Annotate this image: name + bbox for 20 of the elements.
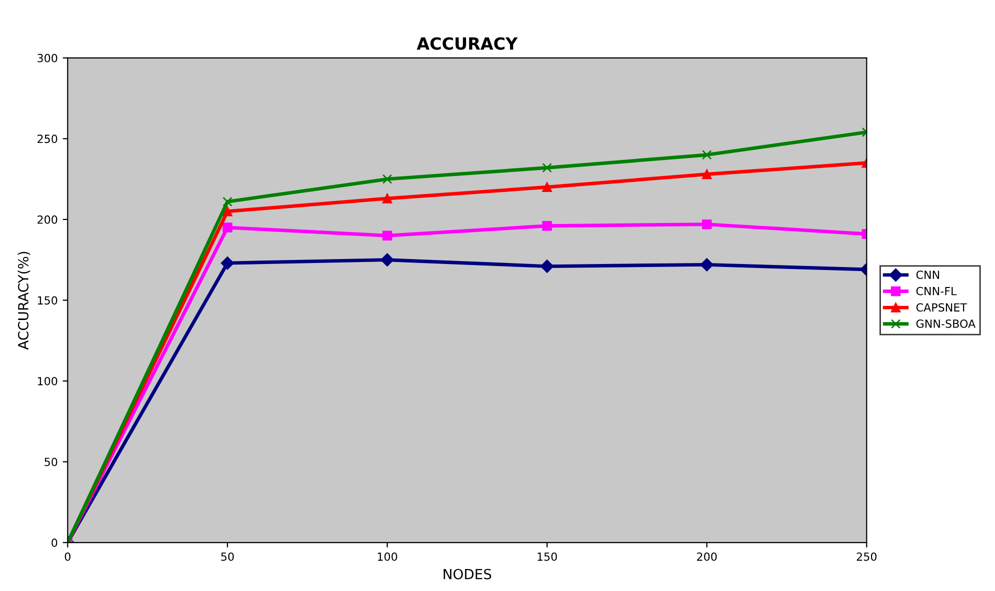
legend-label: CNN-FL <box>916 286 957 296</box>
x-axis-title: NODES <box>444 568 492 580</box>
y-tick-label: 300 <box>38 54 58 62</box>
x-tick-label: 50 <box>221 552 234 561</box>
y-tick-label: 50 <box>44 458 58 466</box>
y-tick-label: 150 <box>38 296 58 305</box>
chart-title: ACCURACY <box>416 37 518 50</box>
legend-label: CNN <box>916 270 940 279</box>
y-tick-label: 250 <box>38 134 58 144</box>
y-tick-label: 0 <box>52 538 58 547</box>
y-axis-title: ACCURACY(%) <box>18 252 30 350</box>
legend-label: CAPSNET <box>916 303 968 312</box>
x-tick-label: 100 <box>378 552 398 561</box>
legend-label: GNN-SBOA <box>916 320 976 328</box>
y-tick-label: 200 <box>38 215 58 224</box>
y-tick-label: 100 <box>38 376 58 386</box>
x-tick-label: 200 <box>697 552 717 561</box>
x-tick-label: 250 <box>856 552 877 561</box>
x-tick-label: 150 <box>538 552 557 561</box>
x-tick-label: 0 <box>64 552 70 561</box>
